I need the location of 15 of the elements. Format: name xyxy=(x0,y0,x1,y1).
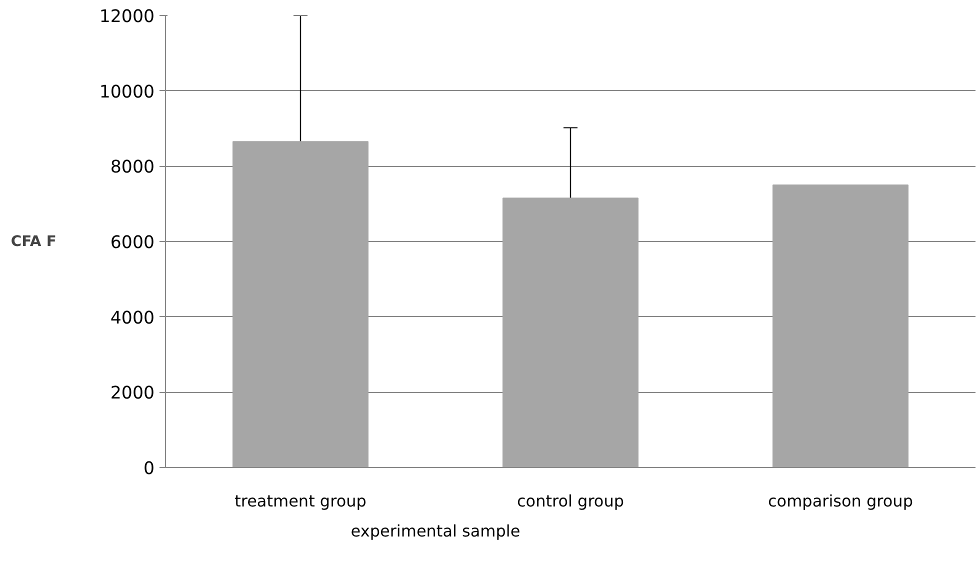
y-tick-label: 0 xyxy=(143,459,155,479)
y-tick-label: 10000 xyxy=(99,82,154,102)
y-tick-label: 2000 xyxy=(110,384,155,404)
y-tick-label: 4000 xyxy=(110,308,155,328)
x-tick-label: treatment group xyxy=(234,492,366,510)
x-tick-label: comparison group xyxy=(768,492,913,510)
y-tick-label: 6000 xyxy=(110,233,155,253)
y-axis-title: CFA F xyxy=(10,233,56,250)
bar xyxy=(232,141,368,468)
y-tick-label: 12000 xyxy=(99,7,154,27)
text: experimental sample xyxy=(350,522,520,540)
y-tick-label: 8000 xyxy=(110,158,155,178)
bar xyxy=(772,184,908,468)
bar xyxy=(502,198,638,468)
x-tick-label: control group xyxy=(516,492,624,510)
